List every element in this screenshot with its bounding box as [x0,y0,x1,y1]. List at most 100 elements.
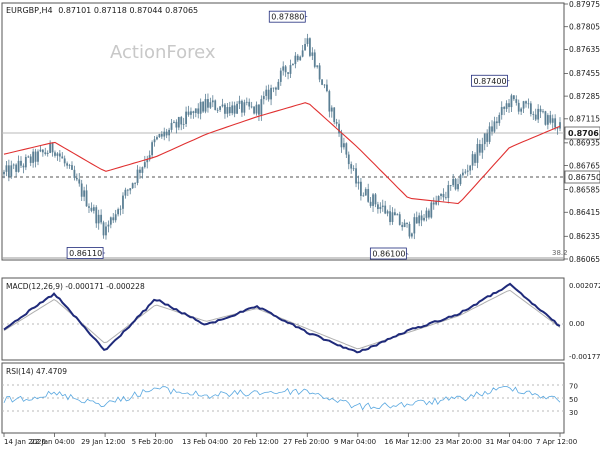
current-price-label: 0.87065 [568,129,600,138]
candle-body [250,106,253,108]
candle-body [214,100,217,110]
candle-body [481,144,484,153]
candle-body [97,214,100,224]
candle-body [393,212,396,216]
candle-body [493,121,496,132]
candle-body [248,101,251,107]
candle-body [415,217,418,224]
candle-body [539,108,542,112]
candle-body [182,123,185,125]
candle-body [51,143,54,153]
candle-body [447,185,450,198]
candle-body [156,137,158,140]
candle-body [350,164,353,169]
candle-body [12,164,15,166]
candle-body [294,55,297,65]
candle-body [224,104,226,114]
candle-body [199,101,202,114]
candle-body [377,204,379,210]
candle-body [418,215,421,224]
callout-label: 0.87400 [473,77,506,86]
candle-body [495,121,498,124]
candle-body [22,165,25,168]
ohlc-text: 0.87101 0.87118 0.87044 0.87065 [58,6,198,15]
candle-body [231,105,234,114]
price-tick-label: 0.86935 [569,139,600,148]
candle-body [17,160,20,172]
candle-body [352,168,355,170]
candle-body [427,210,430,218]
callout-box [471,74,508,87]
candle-body [556,127,559,129]
candle-body [500,107,503,115]
time-tick-label: 22 Jan 04:00 [31,438,75,446]
candle-body [321,79,323,85]
price-tick-label: 0.86415 [569,208,600,217]
candle-body [554,118,557,128]
rsi-line [3,385,561,411]
time-tick-label: 20 Feb 12:00 [233,438,279,446]
candle-body [202,101,204,112]
price-tick-label: 0.86065 [569,255,600,264]
candle-body [119,208,122,210]
time-tick-label: 29 Jan 12:00 [81,438,125,446]
candle-body [66,163,69,166]
candle-body [3,171,5,175]
candle-body [406,222,408,224]
time-tick-label: 9 Mar 04:00 [334,438,376,446]
callout-box [369,247,407,260]
candle-body [58,153,61,157]
candle-body [105,226,107,236]
candle-body [228,107,231,114]
candle-body [326,84,328,92]
candle-body [32,151,35,163]
candle-body [330,107,333,112]
current-price-box [564,126,600,140]
candle-body [408,223,411,237]
candle-body [85,190,88,207]
candle-body [78,179,81,184]
candle-body [262,95,265,100]
candle-body [63,158,66,164]
moving-average-line [3,102,561,205]
candle-body [449,185,452,186]
candle-body [403,222,406,228]
candle-body [158,134,161,138]
time-tick-label: 14 Jan 2026 [4,438,47,446]
candle-body [88,206,90,208]
time-tick-label: 13 Feb 04:00 [182,438,228,446]
candle-body [160,134,163,137]
macd-signal-line [3,289,561,350]
time-tick-label: 5 Feb 20:00 [132,438,173,446]
candle-body [41,149,44,153]
candle-body [216,109,219,111]
candle-body [503,107,506,109]
candle-body [190,111,192,115]
candle-body [335,122,338,124]
candle-body [522,101,525,109]
candle-body [505,103,508,109]
candle-body [270,87,272,100]
candle-body [187,111,190,115]
candle-body [90,207,93,211]
candle-body [146,159,149,163]
candle-body [381,205,384,207]
candle-body [117,209,120,215]
candle-body [287,72,289,74]
candle-body [347,154,350,165]
candle-body [207,99,209,108]
candle-body [129,188,132,191]
price-callouts: 0.87880 0.86110 0.86100 0.87400 [66,10,510,260]
candle-body [197,108,200,114]
time-tick-label: 27 Feb 20:00 [283,438,329,446]
candle-body [454,178,457,190]
candle-body [491,126,493,132]
candle-body [255,104,258,114]
candle-body [289,65,292,74]
candle-body [46,152,49,154]
candle-body [430,202,433,218]
candle-body [345,143,348,155]
candle-body [177,117,180,128]
candle-body [267,89,270,100]
